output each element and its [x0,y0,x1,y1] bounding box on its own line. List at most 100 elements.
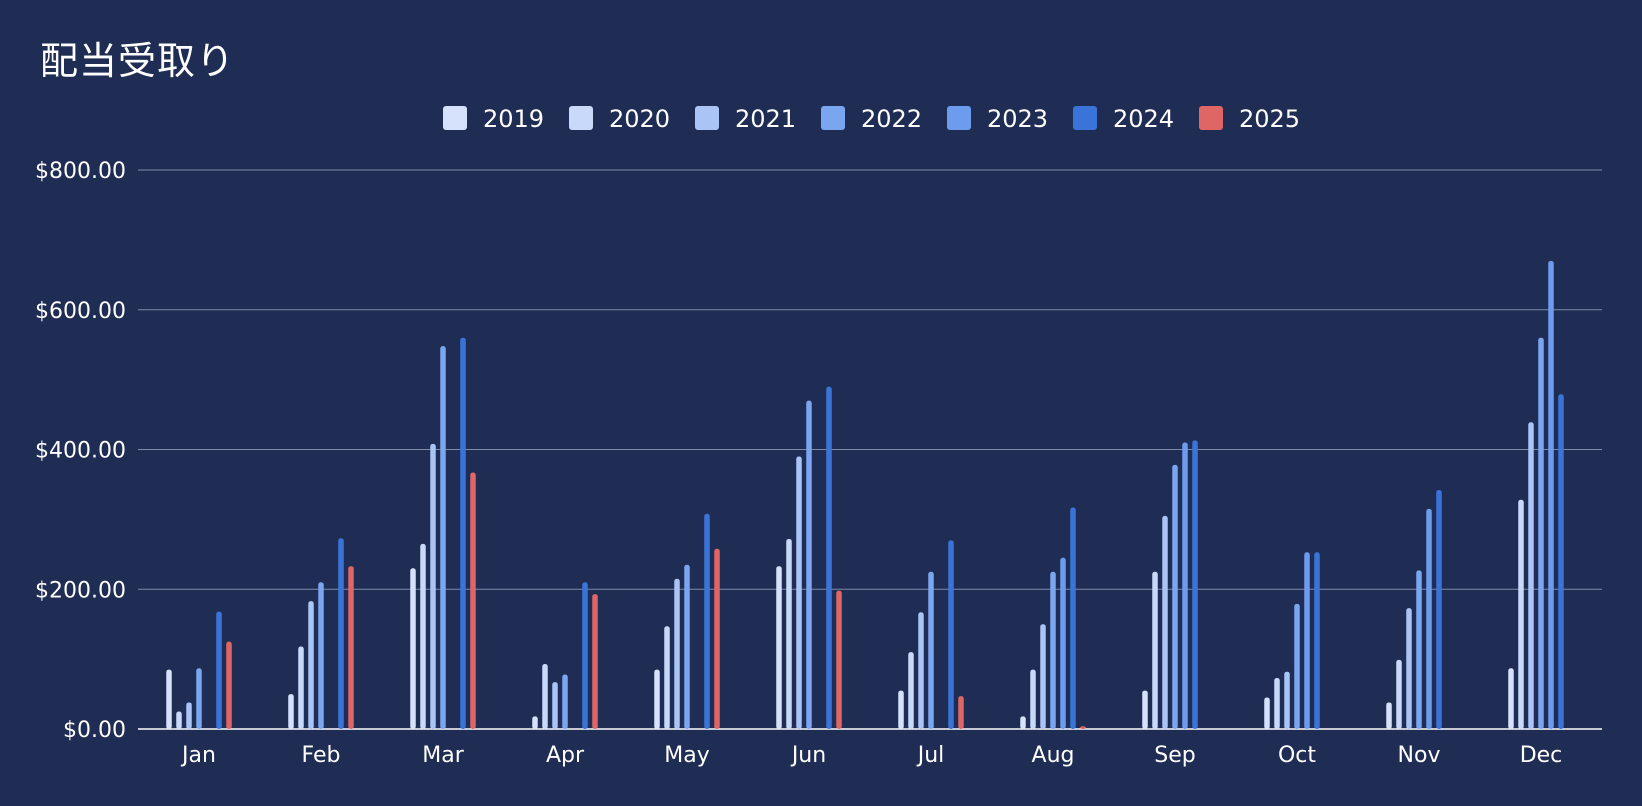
bar [1274,677,1280,729]
bar [654,669,660,729]
bar [196,668,202,729]
bar [532,716,538,729]
bar [552,682,558,729]
y-tick-label: $200.00 [35,578,126,603]
bar [470,472,476,729]
y-tick-label: $400.00 [35,439,126,464]
bar [684,564,690,729]
x-tick-label: Feb [302,743,341,768]
bar [836,590,842,729]
bar [1294,603,1300,729]
bar [674,578,680,729]
bar [542,664,548,729]
bar [1080,726,1086,729]
legend-swatch [1199,106,1223,130]
bar [1558,394,1564,729]
y-tick-label: $600.00 [35,299,126,324]
bar [1386,702,1392,729]
bar [1172,464,1178,729]
legend-swatch [1073,106,1097,130]
bar [420,543,426,729]
bar [786,538,792,729]
bar [918,612,924,729]
bar [460,337,466,729]
bar [826,386,832,729]
bar [1508,668,1514,729]
bar [1050,571,1056,729]
bar [1192,440,1198,729]
bar [1314,552,1320,729]
bar [958,696,964,729]
bar [298,646,304,729]
legend-label: 2019 [483,105,544,133]
legend-label: 2024 [1113,105,1174,133]
x-tick-label: Dec [1520,743,1563,768]
bar [796,456,802,729]
legend-label: 2021 [735,105,796,133]
bar [1030,669,1036,729]
x-tick-label: May [664,743,709,768]
bar [1162,515,1168,729]
bar [1070,507,1076,729]
legend-label: 2022 [861,105,922,133]
bar [216,611,222,729]
bar [318,582,324,729]
x-tick-label: Apr [546,743,585,768]
bar [1040,624,1046,729]
bar [1528,422,1534,729]
bar [898,690,904,729]
x-tick-label: Jul [916,743,945,768]
legend-label: 2020 [609,105,670,133]
bar [664,626,670,729]
bar [1416,570,1422,729]
bar [948,540,954,729]
bar [1182,442,1188,729]
bar [582,582,588,729]
bar [592,594,598,729]
bar [1396,659,1402,729]
bar [186,702,192,729]
bar [714,548,720,729]
bar [1436,490,1442,729]
bar [776,566,782,729]
bar [1060,557,1066,729]
bar [410,568,416,729]
bar [1304,552,1310,729]
legend-label: 2023 [987,105,1048,133]
y-tick-label: $0.00 [63,718,126,743]
x-tick-label: Sep [1154,743,1195,768]
bar [1284,671,1290,729]
legend-swatch [569,106,593,130]
legend-swatch [947,106,971,130]
bar [1548,260,1554,729]
bar [1538,337,1544,729]
x-tick-label: Jan [180,743,216,768]
bar [562,674,568,729]
legend-label: 2025 [1239,105,1300,133]
bar [806,400,812,729]
y-tick-label: $800.00 [35,159,126,184]
bar [704,513,710,729]
bar [338,538,344,729]
legend-swatch [821,106,845,130]
bar [166,669,172,729]
bar [1426,508,1432,729]
bar [226,641,232,729]
x-tick-label: Jun [790,743,826,768]
bar [1406,608,1412,729]
chart-title: 配当受取り [40,39,236,83]
bar [1264,697,1270,729]
bar [176,711,182,729]
bar [1020,716,1026,729]
bar [288,694,294,729]
bar [928,571,934,729]
x-tick-label: Aug [1032,743,1075,768]
legend-swatch [695,106,719,130]
legend-swatch [443,106,467,130]
bar [348,566,354,729]
bar [1142,690,1148,729]
x-tick-label: Nov [1398,743,1441,768]
bar [1518,499,1524,729]
